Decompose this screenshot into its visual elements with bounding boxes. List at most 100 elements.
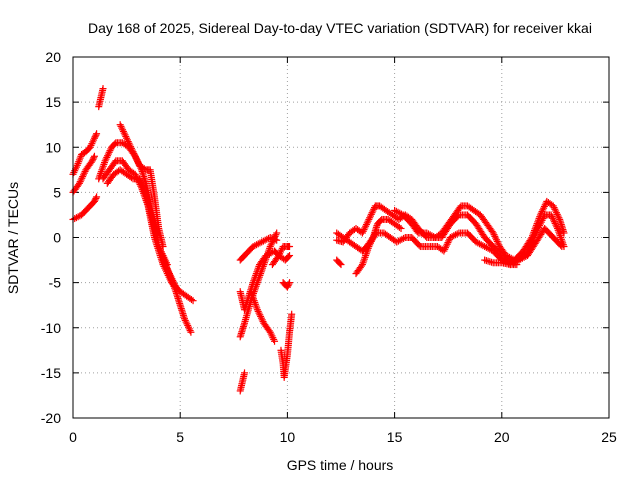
y-tick-label: 10: [45, 139, 61, 155]
data-point: [534, 225, 542, 233]
data-point: [126, 141, 134, 149]
data-point: [256, 311, 264, 319]
data-point: [271, 337, 279, 345]
data-point: [357, 262, 365, 270]
y-tick-label: 0: [53, 230, 61, 246]
data-point: [92, 131, 100, 139]
data-point: [165, 270, 173, 278]
data-point: [535, 223, 543, 231]
data-point: [552, 207, 560, 215]
data-point: [370, 232, 378, 240]
data-point: [241, 369, 249, 377]
data-point: [127, 144, 135, 152]
data-point: [553, 223, 561, 231]
data-point: [131, 151, 139, 159]
data-point: [105, 148, 113, 156]
data-point: [551, 205, 559, 213]
data-point: [397, 224, 405, 232]
series-arc-7: [103, 166, 195, 336]
data-point: [367, 237, 375, 245]
data-point: [358, 229, 366, 237]
data-point: [134, 158, 142, 166]
data-point: [270, 234, 278, 242]
data-point: [120, 129, 128, 137]
data-point: [183, 320, 191, 328]
data-point: [368, 236, 376, 244]
data-point: [558, 243, 566, 251]
data-point: [78, 174, 86, 182]
data-point: [181, 316, 189, 324]
data-point: [123, 134, 131, 142]
data-point: [99, 85, 107, 93]
data-point: [494, 239, 502, 247]
series-arc-20: [333, 256, 345, 269]
data-point: [128, 146, 136, 154]
data-point: [359, 227, 367, 235]
data-point: [180, 315, 188, 323]
data-point: [159, 256, 167, 264]
data-point: [492, 234, 500, 242]
data-point: [288, 310, 296, 318]
data-point: [453, 230, 461, 238]
data-point: [140, 165, 148, 173]
series-arc-13: [236, 369, 249, 395]
data-point: [395, 223, 403, 231]
data-point: [548, 213, 556, 221]
data-point: [365, 243, 373, 251]
data-point: [132, 155, 140, 163]
data-point: [80, 169, 88, 177]
data-point: [272, 231, 280, 239]
series-arc-16: [279, 279, 294, 291]
data-point: [363, 219, 371, 227]
y-tick-labels: -20 -15 -10 -5 0 5 10 15 20: [41, 49, 61, 426]
data-point: [104, 150, 112, 158]
data-point: [169, 276, 177, 284]
data-point: [257, 312, 265, 320]
data-point: [336, 259, 344, 267]
data-point: [366, 241, 374, 249]
data-point: [491, 232, 499, 240]
data-point: [118, 124, 126, 132]
series-arc-8: [116, 121, 167, 251]
data-point: [269, 237, 277, 245]
data-point: [540, 202, 548, 210]
data-point: [127, 174, 135, 182]
data-point: [551, 219, 559, 227]
data-point: [93, 193, 101, 201]
series-arc-1: [69, 130, 101, 178]
data-point: [266, 243, 274, 251]
data-point: [127, 143, 135, 151]
data-point: [162, 263, 170, 271]
data-point: [369, 207, 377, 215]
data-point: [367, 210, 375, 218]
data-point: [170, 280, 178, 288]
data-point: [172, 283, 180, 291]
data-point: [167, 273, 175, 281]
data-point: [79, 173, 87, 181]
data-point: [185, 325, 193, 333]
data-point: [116, 121, 124, 129]
data-points: [69, 85, 568, 395]
series-arc-23: [481, 256, 521, 269]
data-point: [104, 152, 112, 160]
data-point: [283, 283, 291, 291]
data-point: [171, 281, 179, 289]
series-arc-14: [247, 288, 279, 345]
data-point: [547, 211, 555, 219]
series-arc-4: [95, 85, 107, 111]
data-point: [442, 242, 450, 250]
data-point: [493, 237, 501, 245]
data-point: [161, 261, 169, 269]
data-point: [166, 271, 174, 279]
plot-frame: [72, 56, 610, 419]
data-point: [258, 316, 266, 324]
y-tick-label: -10: [41, 320, 61, 336]
x-axis-label: GPS time / hours: [287, 457, 394, 473]
data-point: [253, 306, 261, 314]
data-point: [119, 127, 127, 135]
y-tick-label: -15: [41, 365, 61, 381]
data-point: [540, 204, 548, 212]
data-point: [131, 153, 139, 161]
data-point: [79, 171, 87, 179]
